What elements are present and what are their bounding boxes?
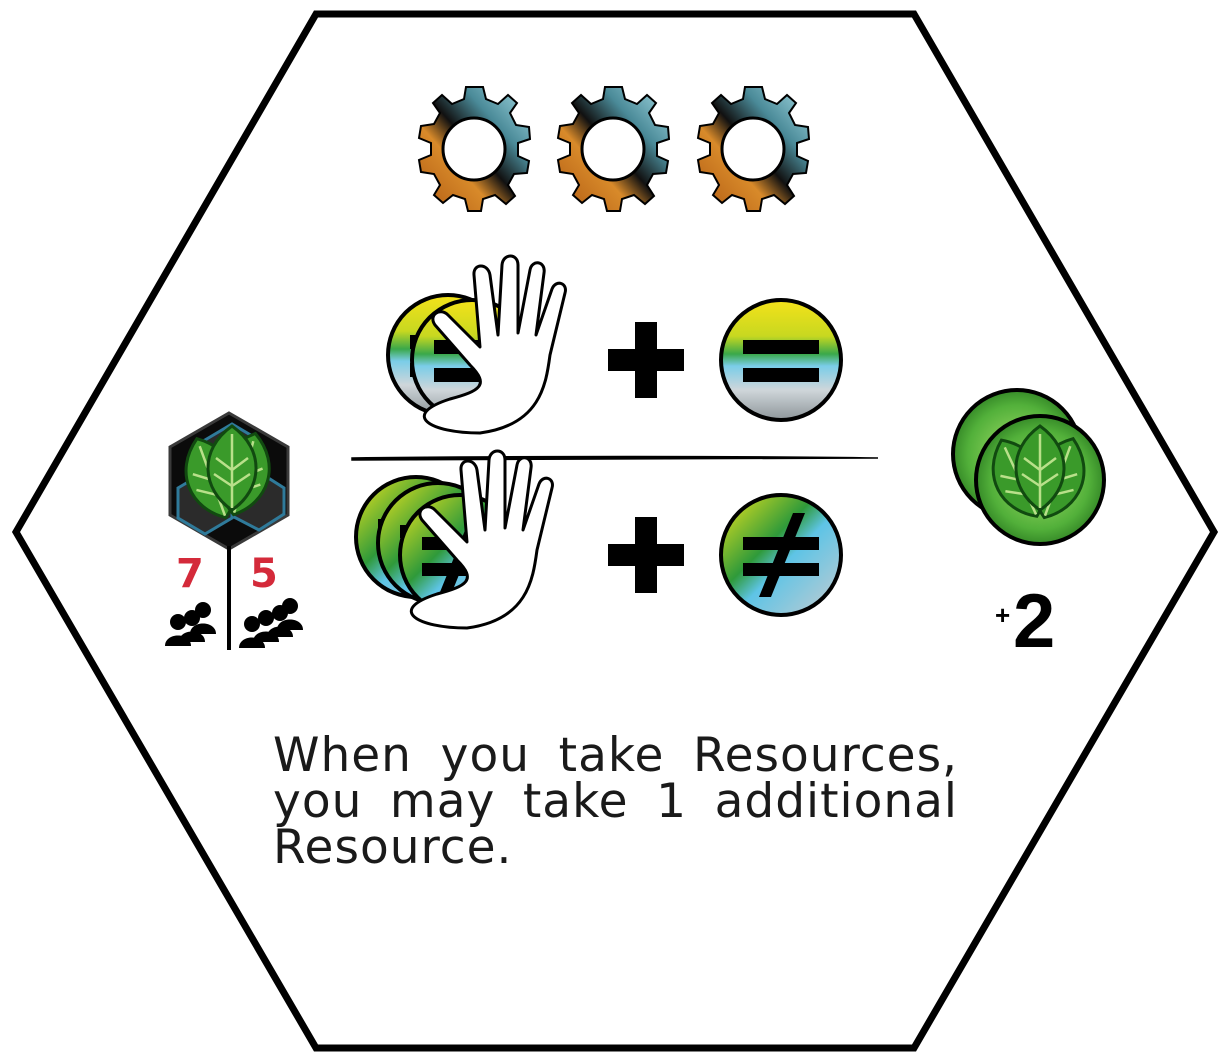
plus-icon xyxy=(608,517,684,593)
ability-text: When you take Resources, you may take 1 … xyxy=(273,728,958,875)
leaf-token-icon xyxy=(951,388,1106,546)
not-equal-token xyxy=(719,493,843,617)
equals-token xyxy=(719,298,843,422)
bonus-plus: + xyxy=(995,600,1011,630)
different-symbol-row xyxy=(354,449,843,630)
hexagon-border xyxy=(11,10,1219,1052)
bonus-amount: 2 xyxy=(1013,579,1056,664)
player-count-three: 7 xyxy=(176,551,204,597)
player-count-four: 5 xyxy=(250,551,278,597)
gear-icon xyxy=(556,85,671,213)
plus-icon xyxy=(608,322,684,398)
cost-gears xyxy=(417,85,811,213)
gear-icon xyxy=(417,85,532,213)
divider-line xyxy=(351,455,879,461)
gear-icon xyxy=(696,85,811,213)
same-symbol-row xyxy=(386,254,843,435)
